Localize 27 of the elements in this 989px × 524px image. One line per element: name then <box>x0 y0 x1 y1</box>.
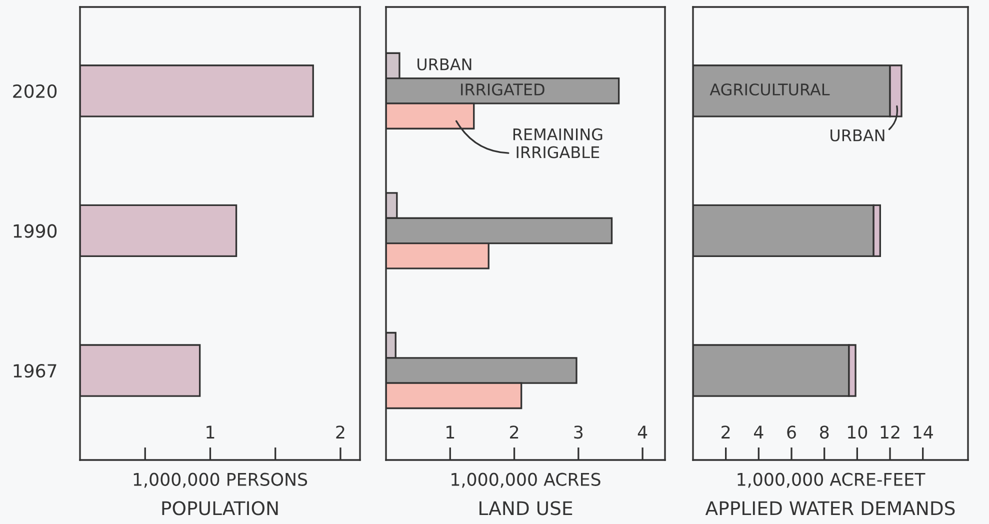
text: POPULATION <box>162 501 278 516</box>
x-tick-label: 4 <box>638 426 648 438</box>
x-axis-title: 1,000,000 ACRE-FEET <box>738 472 926 488</box>
x-tick-label: 2 <box>722 426 730 438</box>
y-tick-label: 2020 <box>13 84 57 98</box>
x-tick-label: 4 <box>754 426 764 438</box>
x-tick-label: 10 <box>848 426 868 439</box>
x-tick-label: 14 <box>914 426 933 438</box>
x-tick-label: 12 <box>880 426 900 438</box>
x-tick-label: 8 <box>820 426 829 439</box>
x-tick-label: 2 <box>510 426 518 438</box>
x-tick-label: 6 <box>787 426 796 439</box>
y-tick-label: 1967 <box>14 364 56 378</box>
y-tick-label: 1990 <box>14 224 57 238</box>
series-label: URBAN <box>418 58 472 70</box>
text: LAND USE <box>480 501 572 516</box>
x-tick-label: 2 <box>336 426 344 438</box>
x-tick-label: 1 <box>206 426 214 438</box>
text: APPLIED WATER DEMANDS <box>705 501 955 516</box>
series-label: AGRICULTURAL <box>710 83 830 96</box>
x-axis-title: 1,000,000 PERSONS <box>134 472 308 488</box>
legend-label: REMAINING IRRIGABLE <box>513 128 602 158</box>
x-axis-title: 1,000,000 ACRES <box>452 472 600 488</box>
legend-label: URBAN <box>830 130 884 142</box>
x-tick-label: 1 <box>446 426 454 438</box>
series-label: IRRIGATED <box>461 83 544 96</box>
x-tick-label: 3 <box>574 426 583 439</box>
